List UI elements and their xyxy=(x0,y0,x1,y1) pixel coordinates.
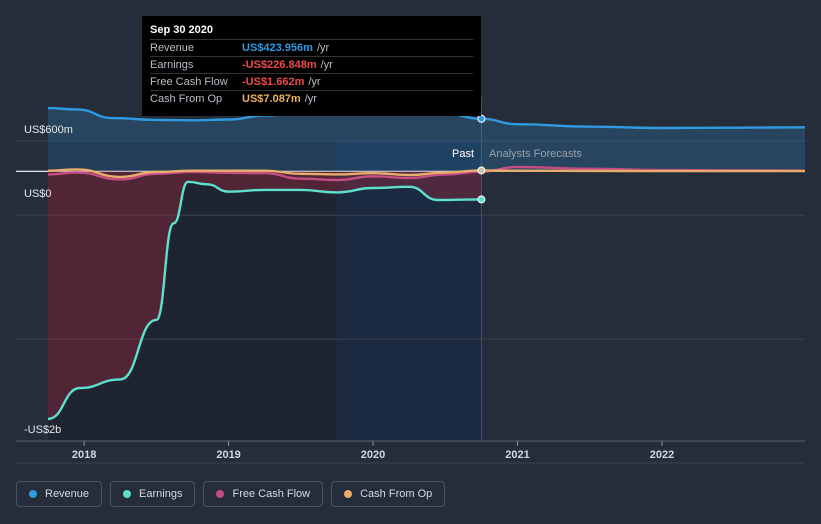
legend: Revenue Earnings Free Cash Flow Cash Fro… xyxy=(16,481,446,507)
y-tick-label-zero: US$0 xyxy=(24,188,52,200)
legend-item-revenue[interactable]: Revenue xyxy=(16,481,103,507)
tooltip-unit: /yr xyxy=(316,42,330,54)
tooltip-value: US$7.087m xyxy=(242,93,301,105)
tooltip-unit: /yr xyxy=(320,59,333,71)
cash-from-op-dot-icon xyxy=(344,490,353,498)
earnings-dot-icon xyxy=(123,490,132,498)
tooltip-label: Cash From Op xyxy=(150,93,223,105)
tooltip-label: Earnings xyxy=(150,59,194,71)
past-label: Past xyxy=(452,148,474,160)
tooltip: Sep 30 2020 Revenue US$423.956m /yr Earn… xyxy=(142,16,481,116)
y-tick-label-bottom: -US$2b xyxy=(24,424,61,436)
legend-item-cash-from-op[interactable]: Cash From Op xyxy=(331,481,446,507)
legend-label: Cash From Op xyxy=(360,488,433,500)
tooltip-label: Revenue xyxy=(150,42,195,54)
legend-label: Free Cash Flow xyxy=(232,488,311,500)
tooltip-unit: /yr xyxy=(304,93,317,105)
x-tick-label: 2021 xyxy=(505,449,529,461)
revenue-dot-icon xyxy=(29,490,37,498)
x-tick-label: 2022 xyxy=(650,449,674,461)
tooltip-date: Sep 30 2020 xyxy=(150,24,213,36)
cash-from-op-forecast-line xyxy=(481,169,805,173)
tooltip-unit: /yr xyxy=(308,76,321,88)
tooltip-row: Free Cash Flow -US$1.662m /yr xyxy=(150,73,473,90)
earnings-area xyxy=(48,171,482,419)
free-cash-flow-dot-icon xyxy=(216,490,225,498)
legend-label: Revenue xyxy=(45,488,90,500)
legend-item-earnings[interactable]: Earnings xyxy=(110,481,196,507)
chart-canvas: US$600m US$0 -US$2b Past Analysts Foreca… xyxy=(16,97,806,464)
tooltip-value: US$423.956m xyxy=(242,42,313,54)
earnings-marker xyxy=(477,195,486,204)
legend-label: Earnings xyxy=(139,488,183,500)
tooltip-label: Free Cash Flow xyxy=(150,76,228,88)
revenue-area xyxy=(48,108,805,172)
cash-from-op-line xyxy=(47,168,482,179)
y-tick-label-top: US$600m xyxy=(24,124,73,136)
tooltip-row: Earnings -US$226.848m /yr xyxy=(150,56,473,73)
x-tick-label: 2018 xyxy=(72,449,96,461)
forecast-label: Analysts Forecasts xyxy=(489,148,582,160)
legend-item-free-cash-flow[interactable]: Free Cash Flow xyxy=(203,481,324,507)
x-tick-label: 2020 xyxy=(361,449,385,461)
revenue-marker xyxy=(477,114,486,123)
tooltip-row: Revenue US$423.956m /yr xyxy=(150,39,473,56)
revenue-forecast-line xyxy=(481,117,806,130)
cash-from-op-marker xyxy=(477,166,486,175)
earnings-line xyxy=(47,180,482,421)
tooltip-value: -US$226.848m xyxy=(242,59,317,71)
x-tick-label: 2019 xyxy=(216,449,240,461)
tooltip-value: -US$1.662m xyxy=(242,76,305,88)
tooltip-row: Cash From Op US$7.087m /yr xyxy=(150,90,473,107)
free-cash-flow-line xyxy=(47,170,482,182)
